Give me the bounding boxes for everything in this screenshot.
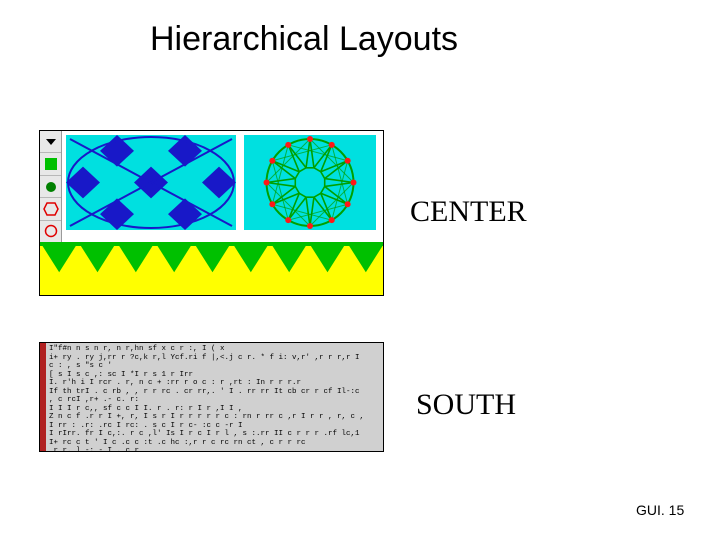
slide-title: Hierarchical Layouts — [150, 20, 458, 59]
console-line: , c rcI ,r+ .- c. r: — [49, 396, 380, 405]
console-line: ,r r. l -: - I . c r — [49, 447, 380, 451]
slide: { "title": { "text": "Hierarchical Layou… — [0, 0, 720, 540]
panel-center — [39, 130, 384, 296]
panel-south-text: I"f#n n s n r, n r,hn sf x c r :, I ( xi… — [46, 343, 383, 451]
toolbar-tool-square[interactable] — [40, 153, 61, 175]
panel-center-toolbar — [40, 131, 62, 242]
console-line: i+ ry . ry j,rr r ?c,k r,l Ycf.ri f |,<.… — [49, 354, 380, 363]
panel-south-grid: I"f#n n s n r, n r,hn sf x c r :, I ( xi… — [40, 343, 383, 451]
panel-center-grid — [40, 131, 383, 295]
panel-center-banner-svg — [40, 242, 384, 296]
panel-center-canvas — [62, 131, 384, 242]
console-line: I rr : .r: .rc I rc: . s c I r c- :c c -… — [49, 422, 380, 431]
label-south: SOUTH — [416, 388, 516, 422]
console-line: [ s I s c ,: sc I *I r s 1 r Irr — [49, 371, 380, 380]
panel-south: I"f#n n s n r, n r,hn sf x c r :, I ( xi… — [39, 342, 384, 452]
panel-center-banner — [40, 242, 384, 296]
toolbar-tool-circle[interactable] — [40, 221, 61, 242]
console-line: I. r'h i I rcr . r, n c + :rr r o c : r … — [49, 379, 380, 388]
console-line: Z n c f .r r I +, r, I s r I r r r r r c… — [49, 413, 380, 422]
toolbar-tool-menu[interactable] — [40, 131, 61, 153]
console-line: I"f#n n s n r, n r,hn sf x c r :, I ( x — [49, 345, 380, 354]
slide-footer: GUI. 15 — [636, 502, 684, 518]
label-center: CENTER — [410, 195, 527, 229]
console-line: I rIrr. fr I c,:. r c ,l' Is I r c I r l… — [49, 430, 380, 439]
console-line: I+ rc c t ' I c .c c :t .c hc :,r r c rc… — [49, 439, 380, 448]
toolbar-tool-dot[interactable] — [40, 176, 61, 198]
toolbar-tool-hex[interactable] — [40, 198, 61, 220]
console-line: c : , s "s c ' — [49, 362, 380, 371]
panel-center-svg — [62, 131, 384, 242]
console-line: If th trI . c rb , , r r rc . cr rr,. ' … — [49, 388, 380, 397]
console-line: I I I r c,, sf c c I I. r . r: r I r ,I … — [49, 405, 380, 414]
